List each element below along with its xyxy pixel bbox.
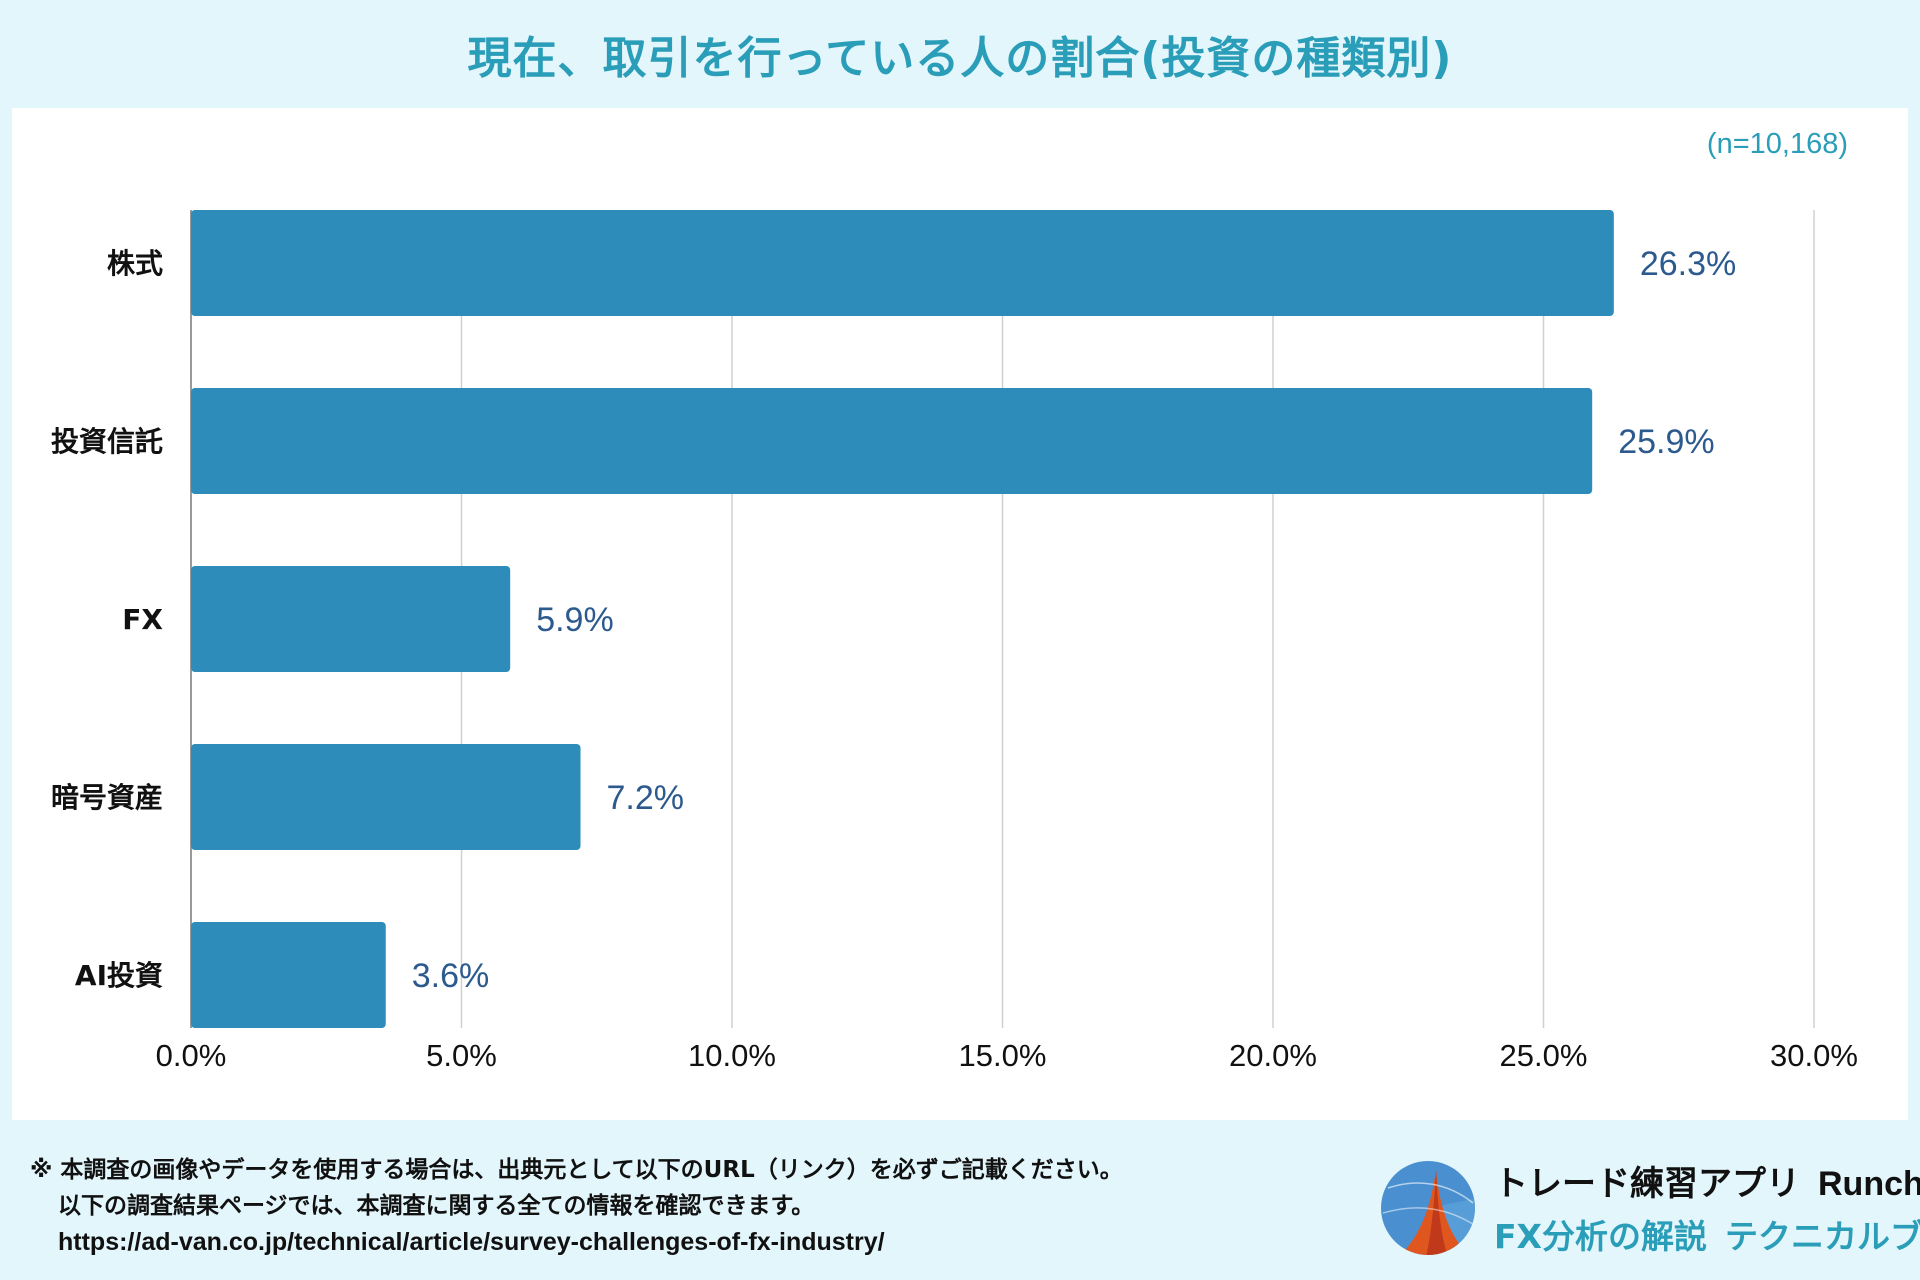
category-label: 投資信託 xyxy=(51,425,163,458)
x-tick-label: 5.0% xyxy=(426,1038,497,1073)
footer-note-line1: ※ 本調査の画像やデータを使用する場合は、出典元として以下のURL（リンク）を必… xyxy=(30,1157,1123,1183)
x-tick-label: 30.0% xyxy=(1770,1038,1858,1073)
brand-app-line: トレード練習アプリ Runcha xyxy=(1494,1156,1920,1205)
x-tick-label: 20.0% xyxy=(1229,1038,1317,1073)
data-label: 25.9% xyxy=(1618,423,1714,461)
bar xyxy=(191,566,511,672)
page-title: 現在、取引を行っている人の割合(投資の種類別) xyxy=(467,33,1453,84)
category-label: FX xyxy=(122,603,163,636)
bar xyxy=(191,922,386,1028)
category-label: 株式 xyxy=(107,247,163,280)
footer-note: ※ 本調査の画像やデータを使用する場合は、出典元として以下のURL（リンク）を必… xyxy=(30,1152,1123,1260)
bar xyxy=(191,744,581,850)
brand-block: トレード練習アプリ Runcha FX分析の解説テクニカルブック xyxy=(1374,1152,1920,1262)
data-label: 7.2% xyxy=(607,779,685,817)
category-label: AI投資 xyxy=(75,959,163,992)
brand-sub-label: FX分析の解説 xyxy=(1494,1217,1707,1256)
x-tick-label: 10.0% xyxy=(688,1038,776,1073)
footer-url[interactable]: https://ad-van.co.jp/technical/article/s… xyxy=(58,1228,885,1256)
category-label: 暗号資産 xyxy=(51,781,163,814)
bar-chart: 0.0% 5.0% 10.0% 15.0% 20.0% 25.0% 30.0% 株式 26.3%… xyxy=(51,210,1858,1073)
x-tick-label: 25.0% xyxy=(1500,1038,1588,1073)
bar xyxy=(191,210,1614,316)
brand-sub-line: FX分析の解説テクニカルブック xyxy=(1494,1210,1920,1258)
brand-sub-name: テクニカルブック xyxy=(1725,1217,1920,1256)
data-label: 3.6% xyxy=(412,957,490,995)
x-tick-label: 0.0% xyxy=(156,1038,227,1073)
data-label: 5.9% xyxy=(536,601,614,639)
footer-note-line2: 以下の調査結果ページでは、本調査に関する全ての情報を確認できます。 xyxy=(58,1193,815,1219)
brand-app-name: Runcha xyxy=(1818,1165,1920,1203)
sample-size-label: (n=10,168) xyxy=(1706,128,1848,160)
bar xyxy=(191,388,1593,494)
data-label: 26.3% xyxy=(1640,245,1736,283)
chart-panel: (n=10,168) 0.0% 5.0% 10.0% 15.0% 20.0% 25.0% 3… xyxy=(12,108,1908,1120)
brand-app-label: トレード練習アプリ xyxy=(1494,1164,1800,1204)
runcha-logo-icon xyxy=(1381,1161,1475,1255)
x-tick-label: 15.0% xyxy=(959,1038,1047,1073)
